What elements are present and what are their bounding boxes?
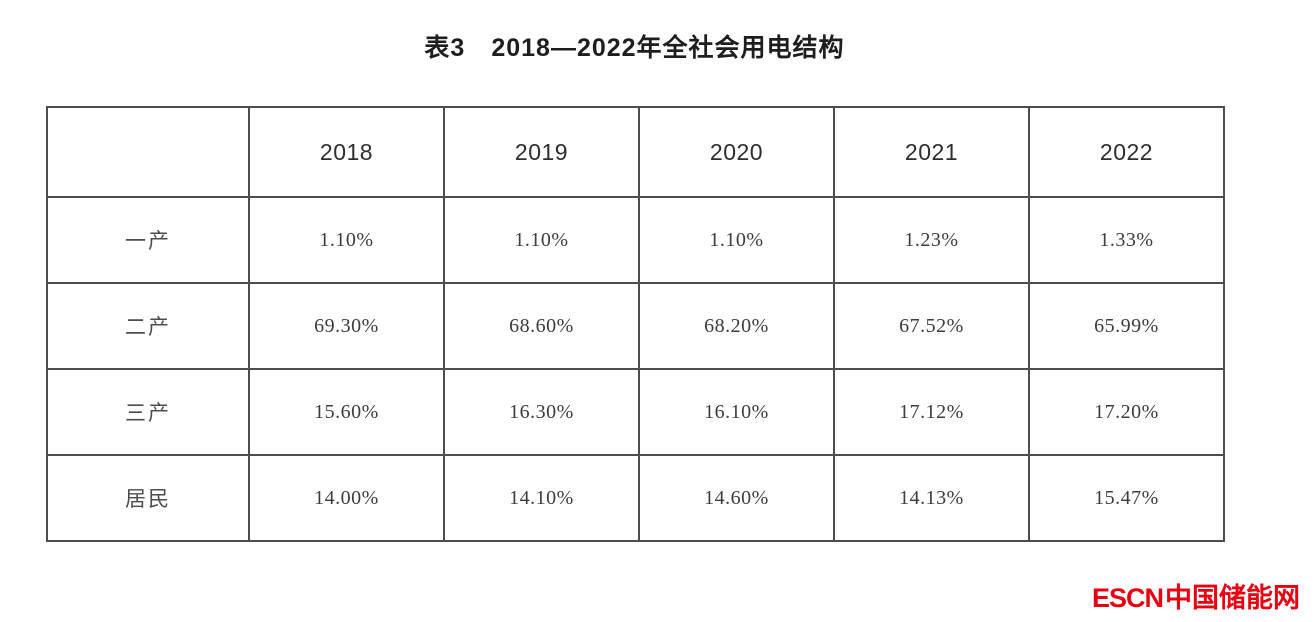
table-row-residents: 居民 14.00% 14.10% 14.60% 14.13% 15.47% xyxy=(46,454,1225,542)
header-cell-2021: 2021 xyxy=(833,106,1030,198)
data-cell: 68.60% xyxy=(443,282,640,370)
data-cell: 17.12% xyxy=(833,368,1030,456)
data-cell: 1.10% xyxy=(248,196,445,284)
data-cell: 1.10% xyxy=(443,196,640,284)
electricity-structure-table: 2018 2019 2020 2021 2022 一产 1.10% 1.10% … xyxy=(46,106,1225,542)
header-cell-2020: 2020 xyxy=(638,106,835,198)
data-cell: 68.20% xyxy=(638,282,835,370)
data-cell: 1.23% xyxy=(833,196,1030,284)
row-label-secondary-industry: 二产 xyxy=(46,282,250,370)
data-cell: 16.10% xyxy=(638,368,835,456)
escn-logo-latin: ESCN xyxy=(1091,583,1164,613)
table-title: 表3 2018—2022年全社会用电结构 xyxy=(424,34,845,62)
escn-logo: ESCN中国储能网 xyxy=(1092,576,1300,615)
table-row-primary-industry: 一产 1.10% 1.10% 1.10% 1.23% 1.33% xyxy=(46,196,1225,284)
data-cell: 15.47% xyxy=(1028,454,1225,542)
data-cell: 1.10% xyxy=(638,196,835,284)
data-cell: 1.33% xyxy=(1028,196,1225,284)
header-row: 2018 2019 2020 2021 2022 xyxy=(46,106,1225,198)
escn-logo-cjk: 中国储能网 xyxy=(1165,583,1300,613)
header-cell-2022: 2022 xyxy=(1028,106,1225,198)
data-cell: 14.60% xyxy=(638,454,835,542)
data-cell: 15.60% xyxy=(248,368,445,456)
data-cell: 14.10% xyxy=(443,454,640,542)
data-cell: 69.30% xyxy=(248,282,445,370)
data-cell: 65.99% xyxy=(1028,282,1225,370)
row-label-tertiary-industry: 三产 xyxy=(46,368,250,456)
header-cell-2018: 2018 xyxy=(248,106,445,198)
header-cell-blank xyxy=(46,106,250,198)
table-row-tertiary-industry: 三产 15.60% 16.30% 16.10% 17.12% 17.20% xyxy=(46,368,1225,456)
data-cell: 67.52% xyxy=(833,282,1030,370)
data-cell: 17.20% xyxy=(1028,368,1225,456)
table-row-secondary-industry: 二产 69.30% 68.60% 68.20% 67.52% 65.99% xyxy=(46,282,1225,370)
header-cell-2019: 2019 xyxy=(443,106,640,198)
data-cell: 16.30% xyxy=(443,368,640,456)
row-label-primary-industry: 一产 xyxy=(46,196,250,284)
row-label-residents: 居民 xyxy=(46,454,250,542)
data-cell: 14.00% xyxy=(248,454,445,542)
data-cell: 14.13% xyxy=(833,454,1030,542)
